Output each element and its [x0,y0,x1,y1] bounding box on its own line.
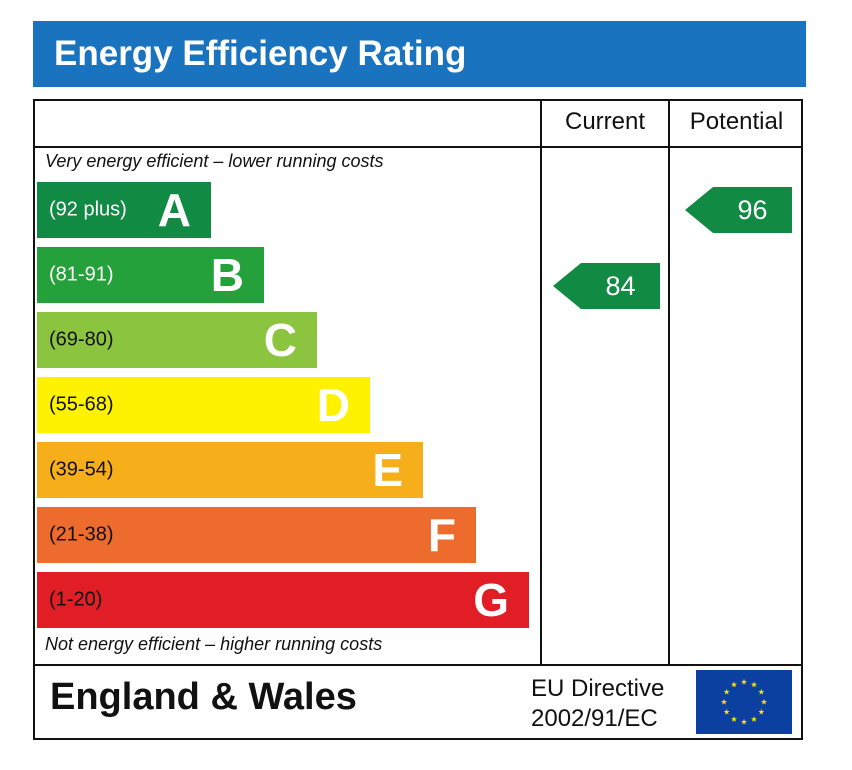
band-a: (92 plus) A [37,182,211,238]
page-title: Energy Efficiency Rating [54,34,467,73]
band-range-label: (1-20) [49,588,103,611]
band-range-label: (39-54) [49,458,114,481]
eu-star-icon [730,681,738,688]
arrow-potential: 96 [685,187,792,233]
footer-directive: EU Directive 2002/91/EC [531,674,664,734]
column-divider-potential [668,99,670,666]
band-f: (21-38) F [37,507,476,563]
column-divider-current [540,99,542,666]
eu-star-icon [758,708,765,715]
arrow-value: 96 [737,194,768,225]
eu-star-icon [720,698,728,705]
caption-bottom: Not energy efficient – higher running co… [45,634,383,654]
band-e: (39-54) E [37,442,423,498]
eu-star-icon [730,716,738,722]
band-range-label: (92 plus) [49,198,127,221]
eu-star-icon [740,718,748,725]
header-divider [33,146,803,148]
arrow-current: 84 [553,263,660,309]
directive-line-1: EU Directive [531,675,665,702]
band-range-label: (69-80) [49,328,114,351]
column-header-potential: Potential [689,108,784,135]
eu-star-icon [758,688,765,695]
eu-flag-stars [720,678,768,725]
band-range-label: (55-68) [49,393,114,416]
caption-top: Very energy efficient – lower running co… [45,151,384,171]
arrow-value: 84 [605,270,636,301]
footer-divider [33,664,803,666]
band-g: (1-20) G [37,572,529,628]
title-bar: Energy Efficiency Rating [33,21,806,87]
band-c: (69-80) C [37,312,317,368]
eu-star-icon [723,708,730,715]
band-range-label: (21-38) [49,523,114,546]
band-b: (81-91) B [37,247,264,303]
eu-star-icon [740,678,748,685]
band-letter: C [263,314,297,366]
band-letter: D [316,379,350,431]
band-letter: G [473,574,509,626]
eu-star-icon [750,681,758,688]
band-letter: A [157,184,191,236]
column-header-current: Current [564,108,646,135]
footer-country: England & Wales [50,676,357,718]
rating-frame [33,99,803,740]
directive-line-2: 2002/91/EC [531,705,658,732]
eu-star-icon [723,688,730,695]
eu-flag-icon [696,670,792,734]
eu-star-icon [760,698,768,705]
band-d: (55-68) D [37,377,370,433]
band-range-label: (81-91) [49,263,114,286]
band-letter: E [372,444,403,496]
band-letter: B [210,249,244,301]
eu-star-icon [750,716,758,722]
band-letter: F [427,509,456,561]
